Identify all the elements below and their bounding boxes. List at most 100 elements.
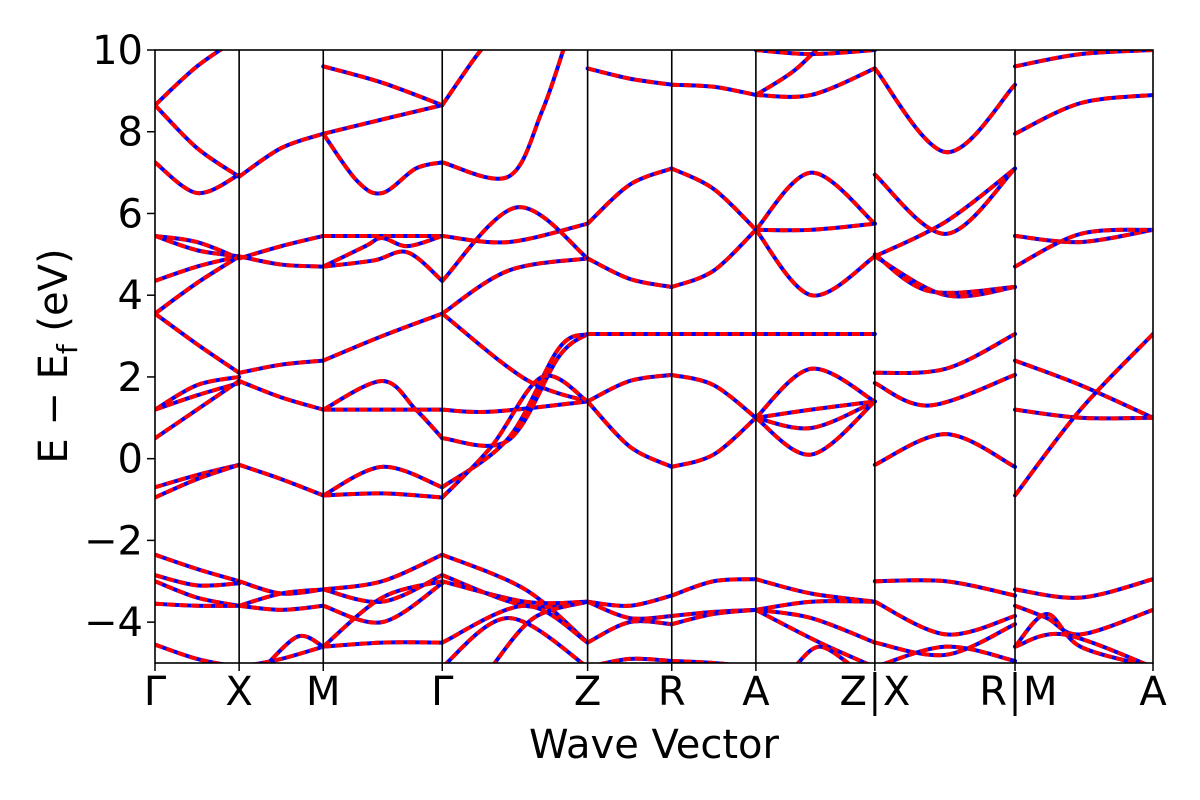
x-tick-label: M	[1023, 669, 1058, 715]
band-line-blue	[753, 170, 877, 232]
band-line-red	[755, 599, 875, 612]
band-line-red	[440, 205, 589, 283]
band-line-red	[322, 103, 443, 136]
x-tick-label: Z	[574, 669, 601, 715]
band-line-red	[323, 640, 443, 649]
band-line-red	[755, 607, 876, 645]
band-line-red	[670, 166, 758, 232]
band-line-red	[155, 552, 240, 584]
band-line-red	[880, 644, 1016, 663]
x-tick-label: Z	[839, 669, 866, 715]
y-axis-label-subscript: f	[51, 343, 84, 354]
x-tick-label: M	[306, 669, 341, 715]
band-line-red	[322, 379, 444, 440]
band-line-red	[754, 366, 876, 420]
band-line-red	[440, 50, 484, 107]
band-line-red	[155, 379, 241, 440]
band-line-red	[754, 608, 871, 663]
band-line-red	[671, 416, 758, 469]
band-line-red	[441, 50, 566, 181]
band-line-red	[1014, 631, 1149, 663]
band-line-red	[754, 228, 876, 298]
band-line-red	[586, 400, 673, 469]
y-axis-label-unit: (eV)	[31, 248, 77, 344]
band-line-red	[441, 552, 589, 645]
band-line-blue	[443, 616, 586, 663]
band-line-red	[874, 622, 1016, 658]
band-line-red	[155, 234, 240, 259]
y-tick-label: 0	[118, 437, 143, 483]
band-line-red	[755, 577, 876, 604]
band-line-red	[441, 603, 589, 645]
band-line-red	[238, 233, 324, 261]
band-line-red	[265, 633, 325, 663]
band-line-red	[1013, 332, 1153, 497]
y-axis-ticks: −4 −2 0 2 4 6 8 10	[84, 28, 155, 646]
band-line-red	[671, 228, 758, 289]
band-line-red	[671, 577, 756, 598]
svg-text:E − Ef (eV): E − Ef (eV)	[31, 248, 84, 463]
band-line-red	[155, 311, 241, 375]
band-line-red	[322, 464, 443, 498]
band-line-red	[238, 603, 324, 612]
band-line-red	[442, 399, 588, 414]
band-line-red	[238, 587, 324, 608]
y-tick-label: 4	[118, 273, 143, 319]
band-line-red	[1014, 92, 1153, 136]
x-tick-label: A	[1139, 669, 1167, 715]
band-line-red	[440, 312, 589, 404]
band-line-red	[441, 332, 589, 448]
band-line-red	[1014, 577, 1153, 600]
band-line-red	[155, 374, 240, 412]
band-line-red	[321, 132, 443, 196]
band-line-red	[155, 601, 240, 608]
band-line-red	[155, 103, 241, 179]
band-line-red	[586, 372, 673, 404]
band-line-red	[441, 256, 588, 316]
band-line-red	[155, 50, 224, 107]
y-tick-label: 10	[92, 28, 143, 74]
band-line-red	[238, 358, 324, 375]
band-line-red	[873, 432, 1016, 469]
band-line-red	[755, 66, 876, 99]
band-line-red	[755, 399, 876, 431]
y-tick-label: 6	[118, 191, 143, 237]
plot-frame	[154, 49, 1154, 664]
band-line-red	[237, 131, 324, 179]
band-line-red	[795, 644, 852, 663]
x-tick-label: Γ	[144, 669, 167, 715]
band-line-red	[322, 311, 443, 363]
band-line-red	[873, 373, 1016, 408]
y-tick-label: 2	[118, 355, 143, 401]
band-line-red	[440, 373, 589, 499]
x-axis-label: Wave Vector	[529, 722, 780, 768]
band-line-red	[873, 67, 1017, 155]
band-line-red	[442, 221, 589, 245]
x-tick-label: Γ	[431, 669, 454, 715]
band-line-red	[755, 399, 876, 420]
band-line-red	[238, 462, 324, 498]
x-tick-label: X	[225, 669, 252, 715]
band-line-red	[671, 607, 757, 627]
band-line-blue	[753, 50, 819, 97]
band-line-red	[155, 160, 241, 196]
band-line-red	[587, 66, 673, 87]
band-line-red	[671, 372, 758, 420]
x-tick-label: R	[979, 669, 1007, 715]
band-line-red	[874, 332, 1016, 375]
band-line-red	[1014, 227, 1153, 245]
band-line-red	[155, 254, 241, 316]
x-tick-label: X	[883, 669, 910, 715]
band-line-red	[586, 599, 672, 621]
band-line-red	[155, 573, 240, 588]
band-line-blue	[155, 642, 228, 663]
band-line-red	[323, 249, 444, 283]
band-line-red	[155, 254, 240, 283]
band-line-red	[586, 166, 673, 226]
band-line-red	[586, 619, 672, 645]
y-tick-label: 8	[118, 110, 143, 156]
band-line-red	[1013, 611, 1145, 663]
